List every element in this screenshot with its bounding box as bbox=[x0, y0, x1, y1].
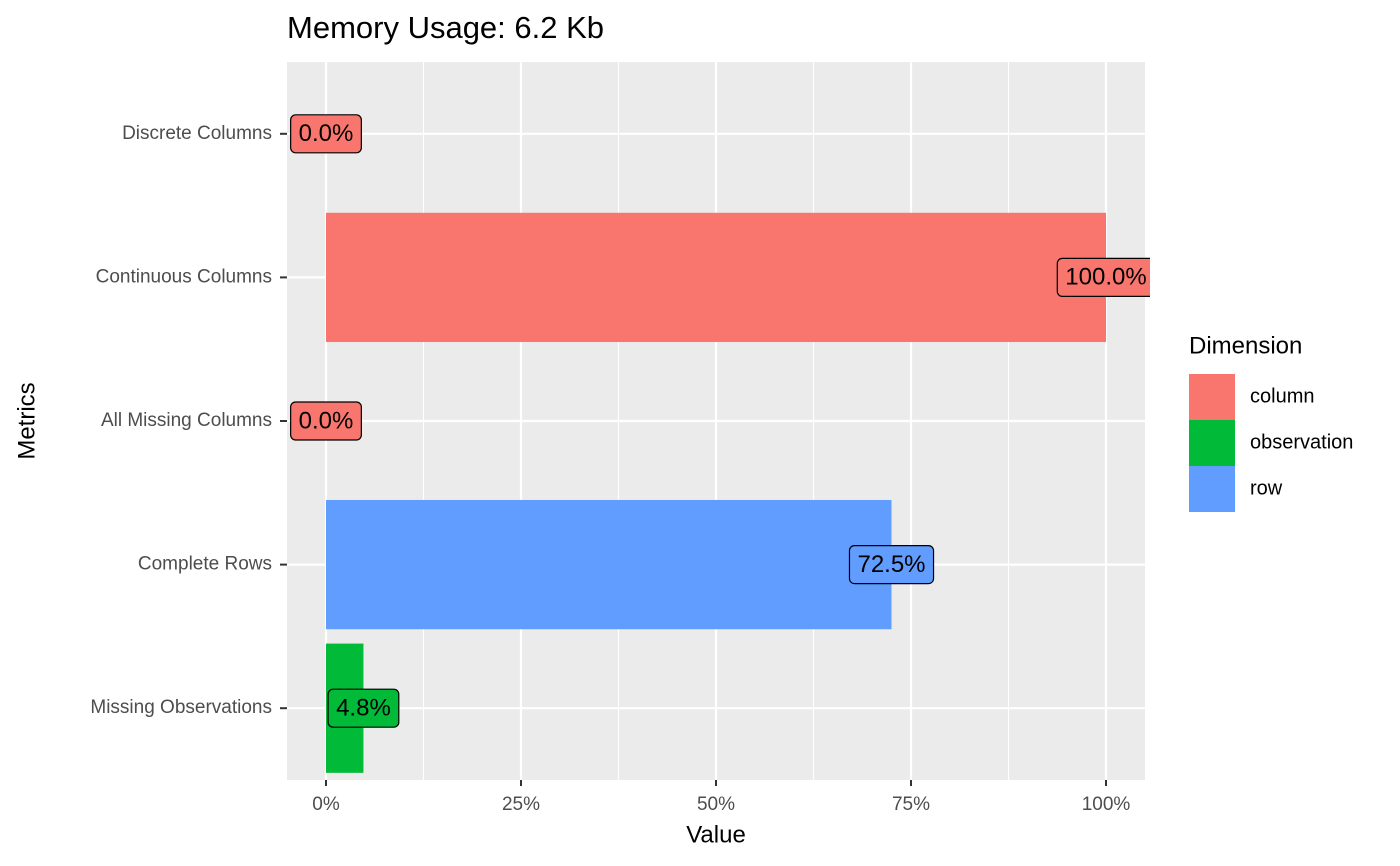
value-label-box bbox=[290, 114, 362, 154]
y-tick-label: Missing Observations bbox=[90, 697, 272, 718]
bars: 0.0% 100.0% 0.0% 4.8% 72.5% bbox=[290, 114, 1150, 773]
y-tick-label: Continuous Columns bbox=[96, 266, 272, 287]
value-label-box bbox=[1056, 257, 1150, 297]
value-label-box bbox=[290, 401, 362, 441]
chart-title: Memory Usage: 6.2 Kb bbox=[287, 10, 604, 45]
value-label-box bbox=[848, 544, 935, 585]
legend-label: column bbox=[1250, 385, 1314, 407]
bar bbox=[326, 499, 892, 630]
legend-key bbox=[1189, 466, 1235, 512]
y-tick-label: Complete Rows bbox=[138, 554, 272, 575]
value-label: 72.5% bbox=[857, 551, 925, 578]
bar bbox=[326, 212, 1106, 343]
value-label: 100.0% bbox=[1065, 264, 1146, 291]
y-axis-title: Metrics bbox=[13, 382, 40, 459]
value-label: 0.0% bbox=[299, 120, 354, 147]
x-tick-label: 25% bbox=[502, 794, 540, 815]
x-tick-label: 100% bbox=[1082, 794, 1131, 815]
y-tick-label: All Missing Columns bbox=[101, 410, 272, 431]
y-tick-label: Discrete Columns bbox=[122, 123, 272, 144]
value-label-box bbox=[327, 688, 400, 728]
x-tick-label: 50% bbox=[697, 794, 735, 815]
legend-key bbox=[1189, 374, 1235, 420]
x-tick-label: 75% bbox=[892, 794, 930, 815]
legend-title: Dimension bbox=[1189, 332, 1302, 359]
legend-key bbox=[1189, 420, 1235, 466]
value-label: 0.0% bbox=[299, 407, 354, 434]
x-axis-title: Value bbox=[686, 821, 746, 848]
value-label: 4.8% bbox=[336, 695, 391, 722]
x-tick-label: 0% bbox=[312, 794, 340, 815]
legend-label: observation bbox=[1250, 431, 1353, 453]
legend-label: row bbox=[1250, 477, 1283, 499]
